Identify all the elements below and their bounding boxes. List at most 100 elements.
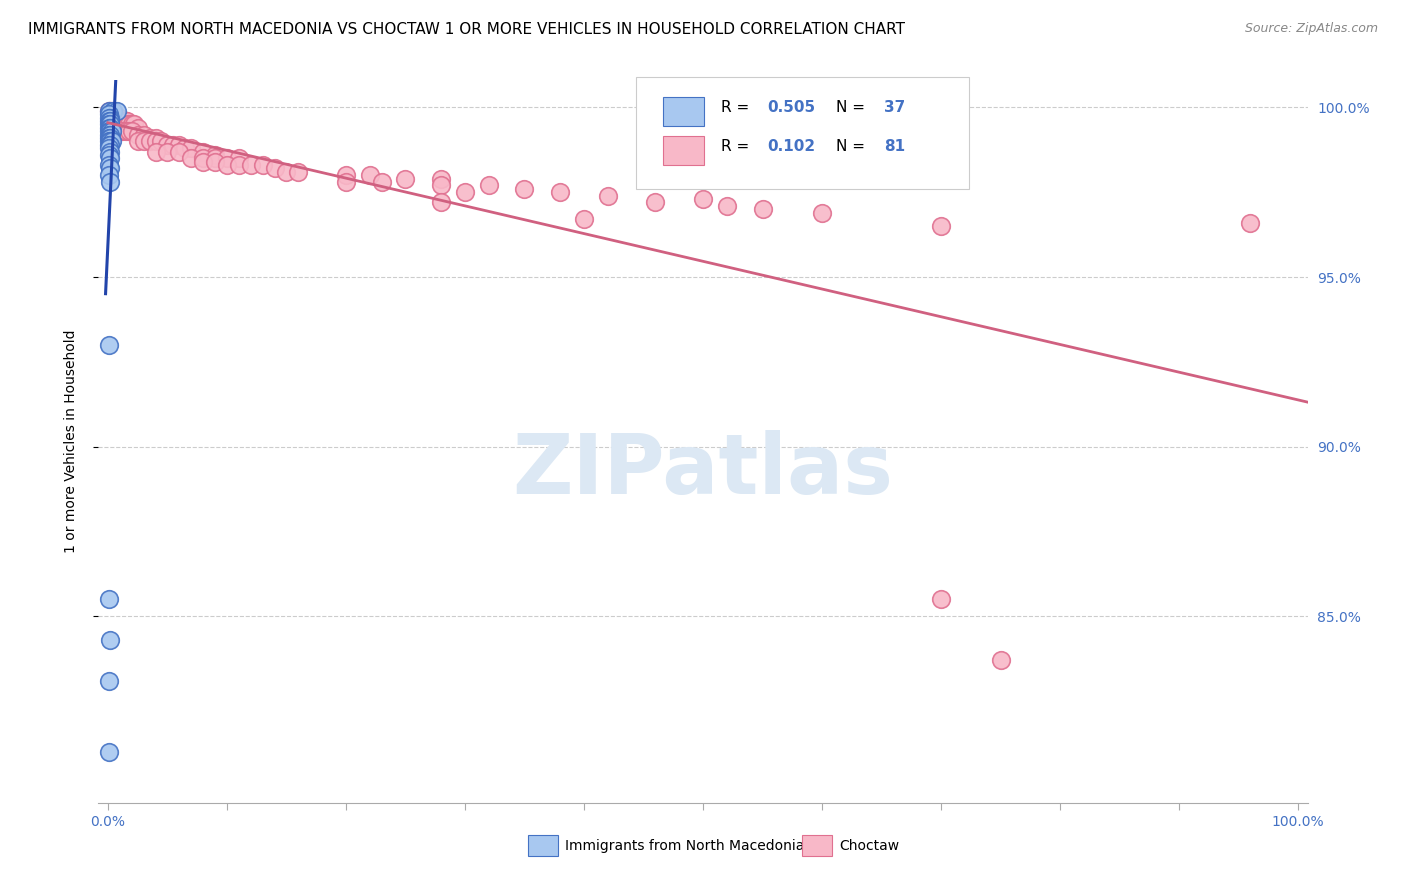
- Point: [114, 114, 136, 128]
- Point: [239, 158, 262, 172]
- Text: Source: ZipAtlas.com: Source: ZipAtlas.com: [1244, 22, 1378, 36]
- Point: [98, 128, 121, 142]
- Point: [107, 111, 129, 125]
- Point: [228, 158, 250, 172]
- Point: [98, 114, 121, 128]
- Point: [127, 128, 149, 142]
- Point: [162, 137, 184, 152]
- Point: [215, 158, 238, 172]
- Point: [394, 171, 416, 186]
- Point: [117, 117, 139, 131]
- Point: [98, 158, 121, 172]
- Point: [107, 103, 129, 118]
- Point: [145, 145, 167, 159]
- Point: [929, 592, 952, 607]
- Point: [98, 103, 121, 118]
- Point: [478, 178, 501, 193]
- Point: [191, 151, 214, 165]
- Point: [118, 124, 141, 138]
- Point: [98, 175, 121, 189]
- Y-axis label: 1 or more Vehicles in Household: 1 or more Vehicles in Household: [63, 330, 77, 553]
- Point: [115, 114, 138, 128]
- Point: [98, 124, 121, 138]
- Text: N =: N =: [837, 100, 870, 115]
- Point: [98, 124, 121, 138]
- Point: [98, 148, 121, 162]
- Point: [335, 168, 357, 182]
- Point: [98, 131, 121, 145]
- Point: [110, 114, 132, 128]
- Point: [174, 141, 197, 155]
- Point: [98, 131, 121, 145]
- Point: [644, 195, 666, 210]
- Point: [191, 145, 214, 159]
- Point: [114, 124, 136, 138]
- Point: [596, 188, 619, 202]
- Text: Choctaw: Choctaw: [839, 839, 900, 853]
- Point: [98, 111, 121, 125]
- Point: [108, 124, 131, 138]
- Point: [204, 148, 226, 162]
- Point: [107, 111, 129, 125]
- Point: [430, 195, 453, 210]
- FancyBboxPatch shape: [527, 835, 558, 855]
- Point: [122, 117, 145, 131]
- Point: [98, 673, 121, 688]
- Text: R =: R =: [721, 100, 754, 115]
- Point: [215, 151, 238, 165]
- Point: [1239, 216, 1261, 230]
- Point: [228, 151, 250, 165]
- Point: [98, 592, 121, 607]
- Point: [98, 141, 121, 155]
- Point: [156, 137, 179, 152]
- Point: [98, 107, 121, 121]
- Point: [811, 205, 834, 219]
- Point: [98, 137, 121, 152]
- Text: 0.505: 0.505: [768, 100, 815, 115]
- Point: [150, 134, 173, 148]
- Point: [335, 175, 357, 189]
- Point: [145, 134, 167, 148]
- Point: [98, 168, 121, 182]
- Point: [98, 120, 121, 135]
- FancyBboxPatch shape: [637, 77, 969, 189]
- Point: [98, 128, 121, 142]
- Point: [98, 120, 121, 135]
- Point: [98, 145, 121, 159]
- FancyBboxPatch shape: [803, 835, 832, 855]
- Point: [430, 178, 453, 193]
- Point: [127, 120, 149, 135]
- Point: [132, 128, 155, 142]
- Point: [692, 192, 714, 206]
- Point: [111, 124, 134, 138]
- Point: [98, 745, 121, 759]
- Point: [105, 111, 128, 125]
- Point: [98, 134, 121, 148]
- Text: 37: 37: [884, 100, 905, 115]
- Point: [138, 134, 160, 148]
- Point: [156, 145, 179, 159]
- Point: [98, 338, 121, 352]
- Point: [127, 134, 149, 148]
- Point: [138, 131, 160, 145]
- Point: [929, 219, 952, 234]
- FancyBboxPatch shape: [664, 97, 704, 126]
- Point: [104, 107, 127, 121]
- Point: [98, 161, 121, 176]
- Point: [100, 124, 122, 138]
- Point: [98, 117, 121, 131]
- Point: [98, 632, 121, 647]
- Point: [263, 161, 285, 176]
- Point: [98, 137, 121, 152]
- Point: [98, 114, 121, 128]
- Point: [751, 202, 773, 217]
- Point: [276, 165, 298, 179]
- FancyBboxPatch shape: [664, 136, 704, 165]
- Point: [204, 154, 226, 169]
- Text: 81: 81: [884, 139, 905, 154]
- Point: [191, 154, 214, 169]
- Point: [121, 124, 143, 138]
- Point: [103, 107, 125, 121]
- Point: [180, 141, 202, 155]
- Text: N =: N =: [837, 139, 870, 154]
